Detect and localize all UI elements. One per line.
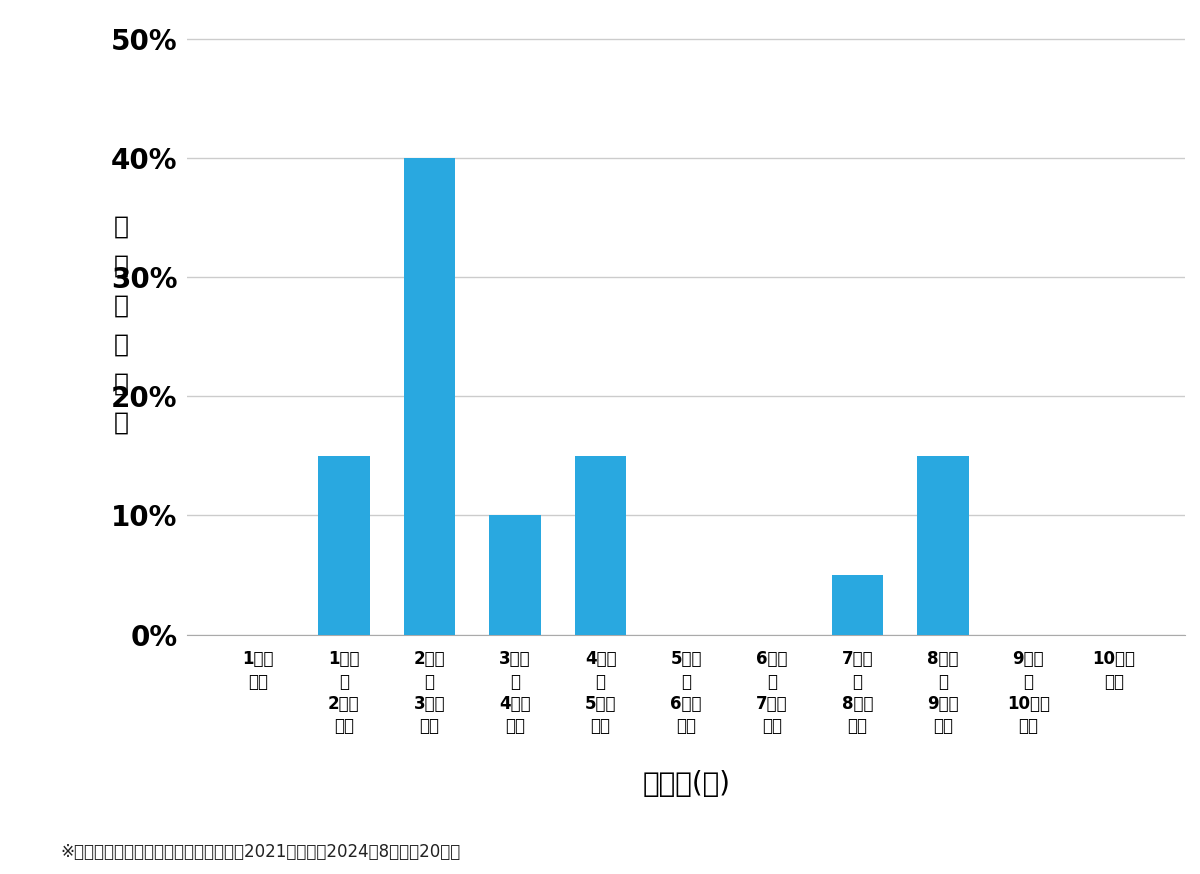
X-axis label: 価格帯(円): 価格帯(円) xyxy=(642,770,730,798)
Bar xyxy=(318,456,370,635)
Bar xyxy=(575,456,626,635)
Bar xyxy=(490,516,541,635)
Bar xyxy=(917,456,968,635)
Text: 価
格
帯
の
割
合: 価 格 帯 の 割 合 xyxy=(114,215,128,434)
Text: ※弊社受付の案件を対象に集計（期間：2021年１月～2024年8月、計20件）: ※弊社受付の案件を対象に集計（期間：2021年１月～2024年8月、計20件） xyxy=(60,843,461,861)
Bar xyxy=(404,158,455,635)
Bar xyxy=(832,575,883,635)
